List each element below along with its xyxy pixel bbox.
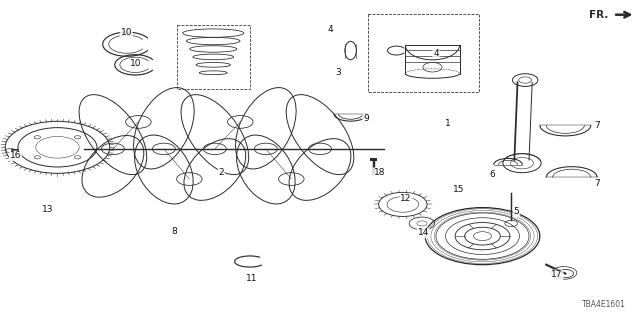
- Text: 2: 2: [218, 168, 224, 177]
- Text: 5: 5: [513, 207, 519, 216]
- Text: 10: 10: [129, 59, 141, 68]
- Text: 12: 12: [401, 194, 412, 203]
- Bar: [370, 158, 378, 161]
- Text: 4: 4: [328, 25, 333, 34]
- Text: 14: 14: [417, 228, 429, 237]
- Text: 15: 15: [452, 185, 464, 194]
- Text: TBA4E1601: TBA4E1601: [582, 300, 626, 309]
- Text: 7: 7: [595, 179, 600, 188]
- Text: 8: 8: [172, 227, 177, 236]
- Text: 11: 11: [246, 274, 257, 283]
- Text: 16: 16: [10, 151, 21, 160]
- Text: 4: 4: [433, 49, 439, 58]
- Text: 18: 18: [374, 168, 385, 177]
- Text: 10: 10: [120, 28, 132, 37]
- Text: 13: 13: [42, 205, 54, 214]
- Text: 6: 6: [489, 170, 495, 179]
- Text: 17: 17: [551, 270, 563, 279]
- Text: 9: 9: [363, 114, 369, 123]
- Text: 3: 3: [335, 68, 340, 77]
- Bar: [177, 25, 250, 89]
- Text: 1: 1: [445, 119, 451, 128]
- Text: FR.: FR.: [589, 10, 609, 20]
- Text: 7: 7: [595, 121, 600, 130]
- Bar: [368, 14, 479, 92]
